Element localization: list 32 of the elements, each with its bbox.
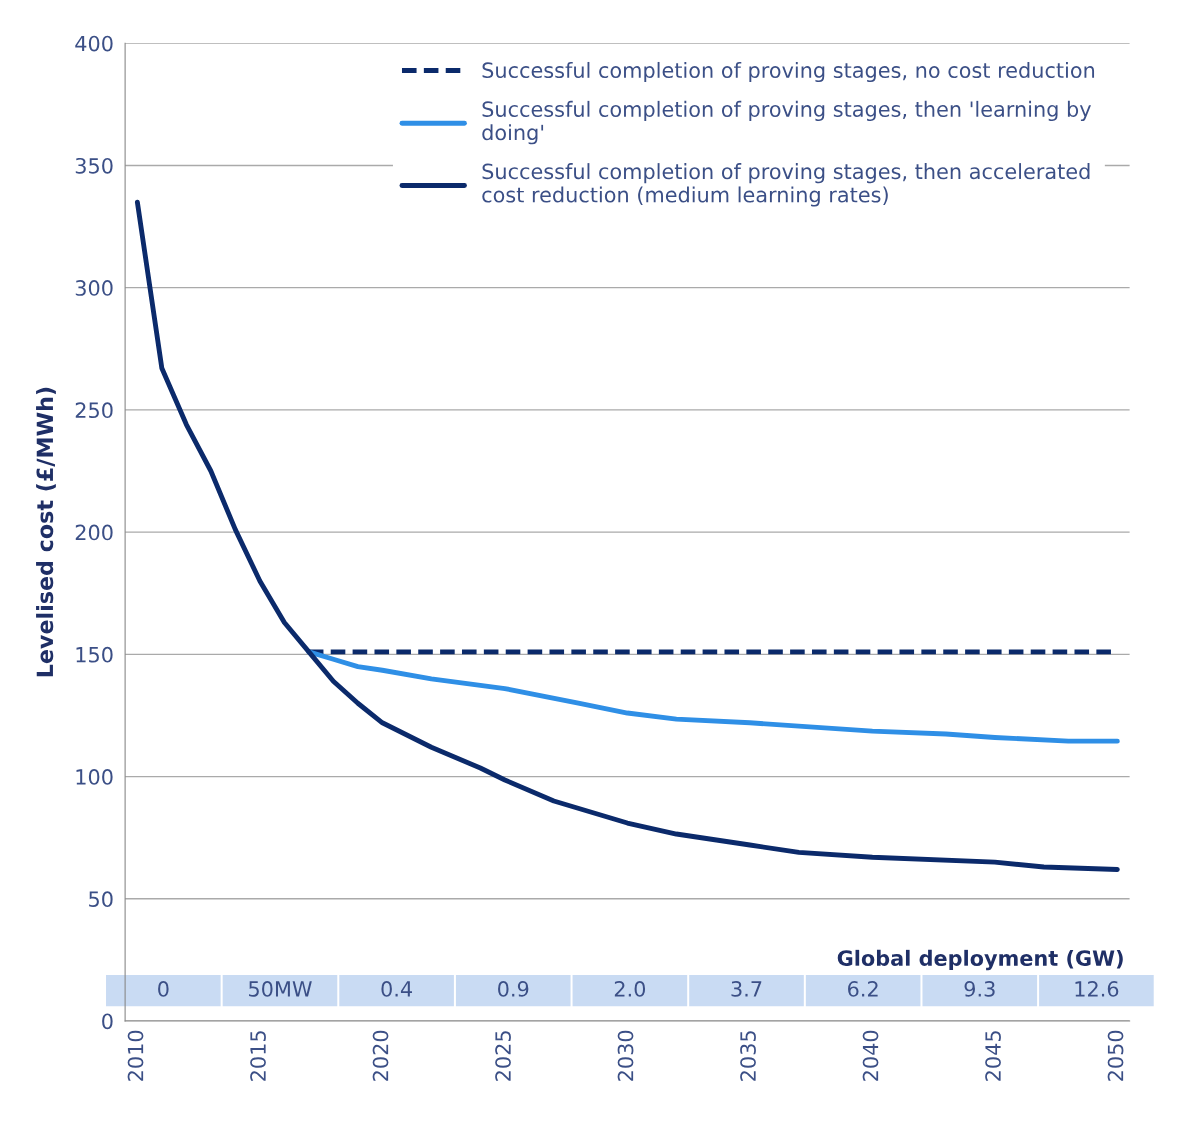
x-tick-label: 2010 [127,1030,144,1081]
annotation: 0.9 [498,981,529,997]
y-tick-label: 200 [75,524,113,541]
x-tick-label: 2035 [740,1031,756,1081]
y-tick-label: 50 [89,891,113,908]
y-tick-label: 100 [76,769,113,785]
annotation: 50MW [249,981,312,997]
annotation: 9.3 [964,981,995,997]
x-tick-label: 2040 [862,1030,879,1081]
y-tick-label: 400 [75,35,113,52]
annotation: Global deployment (GW) [837,949,1123,971]
annotation: 0 [158,981,169,997]
y-tick-label: 300 [75,280,113,296]
legend-label: Successful completion of proving stages, then 'learning by doing' [482,100,1091,145]
x-tick-label: 2030 [617,1030,634,1081]
x-tick-label: 2020 [372,1030,389,1081]
legend-label: Successful completion of proving stages, no cost reduction [482,61,1095,83]
x-tick-label: 2050 [1107,1030,1124,1081]
y-tick-label: 350 [75,157,113,174]
annotation: 12.6 [1075,981,1119,997]
annotation: 6.2 [848,981,878,997]
annotation: 2.0 [614,981,646,997]
annotation: 0.4 [381,981,413,997]
annotation: 3.7 [731,981,762,997]
x-tick-label: 2025 [495,1031,511,1081]
y-tick-label: 0 [102,1013,113,1030]
y-axis-title: Levelised cost (£/MWh) [36,387,56,677]
x-tick-label: 2045 [985,1031,1001,1081]
y-tick-label: 150 [76,646,113,663]
y-tick-label: 250 [75,402,113,419]
legend-label: Successful completion of proving stages, then accelerated cost reduction (medium learning rates) [482,163,1090,207]
x-tick-label: 2015 [250,1031,266,1081]
